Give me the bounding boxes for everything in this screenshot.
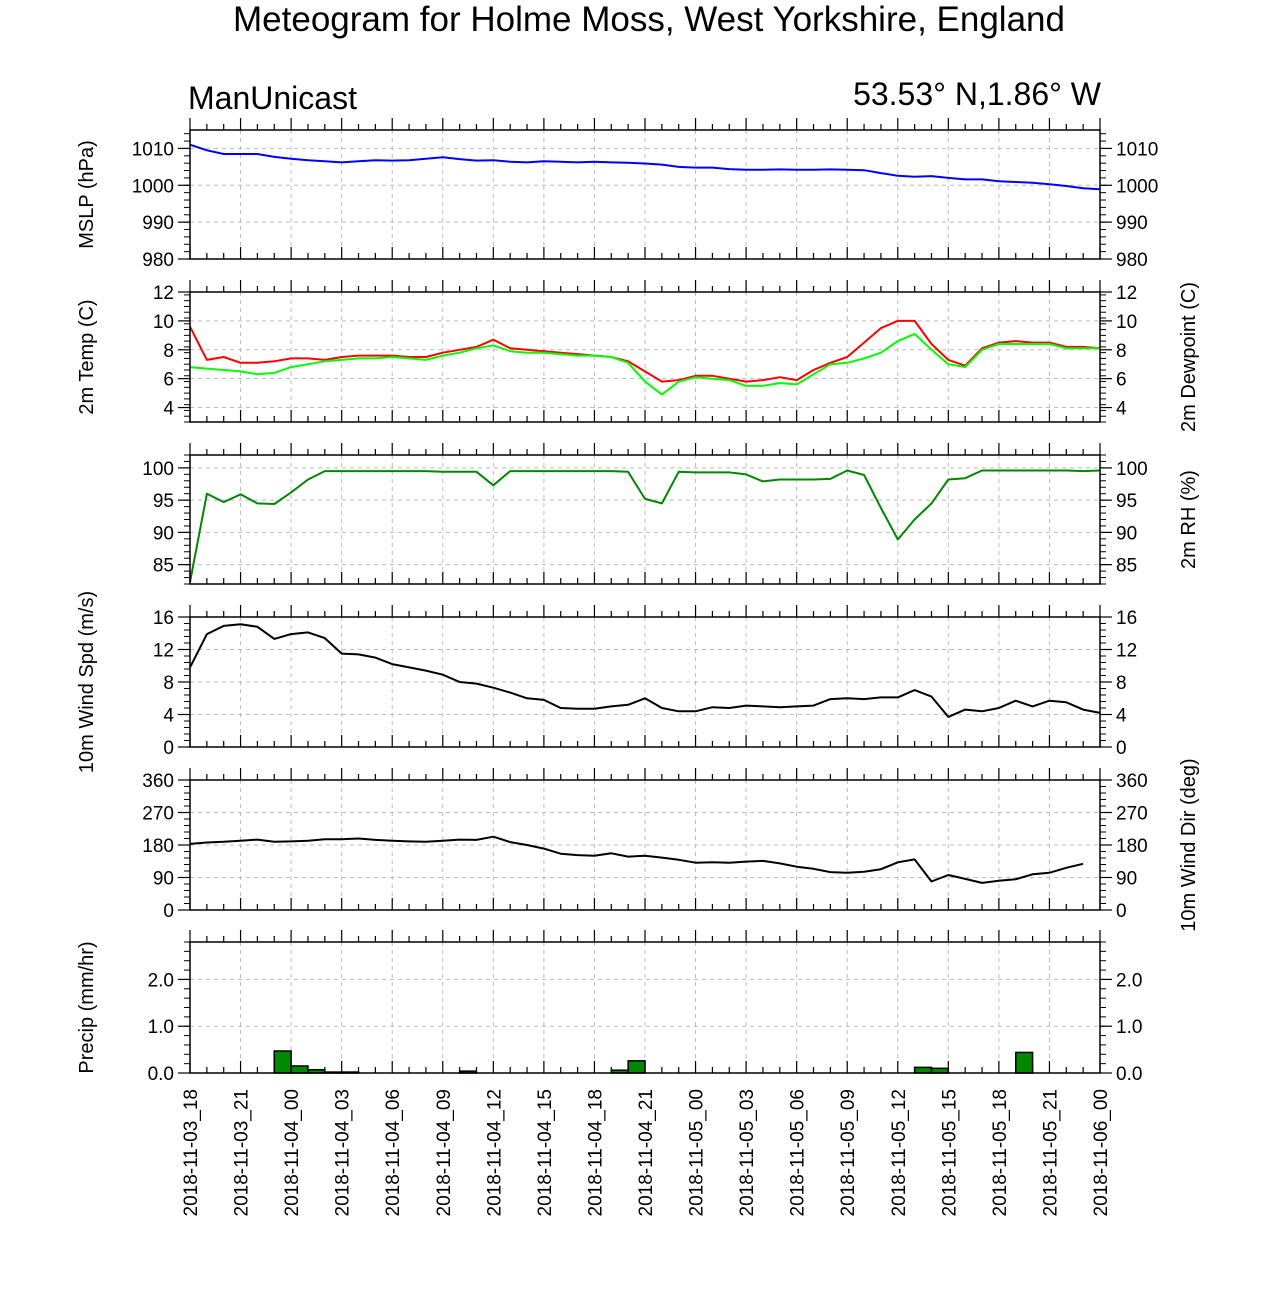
y-tick-label: 1010	[132, 139, 174, 160]
y-tick-label: 8	[1116, 673, 1127, 694]
x-tick-label: 2018-11-04_21	[636, 1089, 657, 1216]
x-tick-label: 2018-11-03_18	[181, 1089, 202, 1216]
y-tick-label: 6	[163, 370, 174, 391]
y-tick-label: 2.0	[1116, 970, 1142, 991]
panel-precip: 0.0 0.0 1.0 1.0 2.0 2.0 Precip (mm/hr)	[76, 930, 1142, 1085]
y-tick-label: 90	[1116, 869, 1137, 890]
y-tick-label: 0.0	[1116, 1064, 1142, 1085]
precip-bar	[290, 1065, 309, 1074]
y-tick-label: 980	[1116, 250, 1148, 271]
y-tick-label: 0	[163, 738, 174, 759]
x-tick-label: 2018-11-04_09	[434, 1089, 455, 1216]
y-tick-label: 4	[163, 399, 174, 420]
y-tick-label: 16	[153, 608, 174, 629]
series-line-dewpoint	[189, 332, 1100, 396]
y-tick-label: 2.0	[148, 970, 174, 991]
y-tick-label: 8	[1116, 341, 1127, 362]
series-line-temp	[189, 319, 1101, 383]
y-axis-title-left: Precip (mm/hr)	[76, 941, 98, 1073]
x-tick-label: 2018-11-05_03	[737, 1089, 758, 1216]
series-line-wind	[189, 835, 1084, 884]
y-tick-label: 0	[1116, 901, 1127, 922]
x-tick-label: 2018-11-05_06	[788, 1089, 809, 1216]
x-tick-label: 2018-11-04_06	[383, 1089, 404, 1216]
x-tick-label: 2018-11-03_21	[232, 1089, 253, 1216]
y-tick-label: 1.0	[148, 1017, 174, 1038]
x-tick-label: 2018-11-04_03	[333, 1089, 354, 1216]
y-tick-label: 180	[1116, 836, 1148, 857]
y-tick-label: 6	[1116, 370, 1127, 391]
x-tick-label: 2018-11-05_21	[1040, 1089, 1061, 1216]
x-tick-label: 2018-11-05_09	[838, 1089, 859, 1216]
location-label: 53.53° N,1.86° W	[853, 76, 1101, 112]
y-tick-label: 0	[163, 901, 174, 922]
y-tick-label: 90	[153, 869, 174, 890]
precip-bar	[273, 1050, 292, 1074]
y-tick-label: 1000	[132, 176, 174, 197]
source-label: ManUnicast	[188, 80, 357, 116]
y-tick-label: 85	[1116, 556, 1137, 577]
y-tick-label: 12	[153, 641, 174, 662]
y-tick-label: 12	[1116, 283, 1137, 304]
x-tick-label: 2018-11-05_00	[687, 1089, 708, 1216]
x-tick-label: 2018-11-04_18	[585, 1089, 606, 1216]
precip-bar	[1014, 1051, 1034, 1074]
x-tick-label: 2018-11-04_15	[535, 1089, 556, 1216]
y-tick-label: 10	[153, 312, 174, 333]
x-tick-label: 2018-11-06_00	[1091, 1089, 1112, 1216]
series-line-wind	[189, 623, 1101, 718]
y-axis-title-left: MSLP (hPa)	[76, 140, 98, 249]
y-axis-title-left: 2m Temp (C)	[76, 299, 98, 414]
y-tick-label: 270	[1116, 804, 1148, 825]
y-tick-label: 95	[153, 491, 174, 512]
y-tick-label: 360	[142, 771, 174, 792]
panel-mslp: 980 980 990 990 1000 1000 1010 1010 MSLP (hPa)	[76, 118, 1158, 271]
y-tick-label: 100	[142, 459, 174, 480]
y-tick-label: 1010	[1116, 139, 1158, 160]
y-axis-title-right: 2m Dewpoint (C)	[1178, 282, 1200, 432]
y-tick-label: 85	[153, 556, 174, 577]
x-tick-label: 2018-11-04_00	[282, 1089, 303, 1216]
panel-wind_speed: 0 0 4 4 8 8 12 12 16 16 10m Wind Spd (m/s)	[76, 591, 1137, 773]
y-axis-title-left: 10m Wind Spd (m/s)	[76, 591, 98, 773]
y-tick-label: 90	[153, 523, 174, 544]
x-tick-label: 2018-11-04_12	[484, 1089, 505, 1216]
y-tick-label: 10	[1116, 312, 1137, 333]
y-tick-label: 12	[1116, 641, 1137, 662]
y-tick-label: 95	[1116, 491, 1137, 512]
x-tick-label: 2018-11-05_15	[939, 1089, 960, 1216]
series-line-rh	[189, 469, 1101, 583]
y-tick-label: 8	[163, 341, 174, 362]
panel-rh: 85 85 90 90 95 95 100 100 2m RH (%)	[142, 443, 1200, 585]
y-tick-label: 8	[163, 673, 174, 694]
y-tick-label: 990	[142, 213, 174, 234]
series-line-mslp	[189, 143, 1101, 191]
y-tick-label: 4	[163, 706, 174, 727]
y-tick-label: 360	[1116, 771, 1148, 792]
panel-wind_dir: 0 0 90 90 180 180 270 270 360 360 10m Wind Dir (de…	[142, 758, 1200, 931]
y-tick-label: 4	[1116, 706, 1127, 727]
y-tick-label: 4	[1116, 399, 1127, 420]
y-axis-title-right: 2m RH (%)	[1178, 470, 1200, 569]
y-tick-label: 180	[142, 836, 174, 857]
x-tick-label: 2018-11-05_18	[990, 1089, 1011, 1216]
y-tick-label: 1000	[1116, 176, 1158, 197]
y-tick-label: 990	[1116, 213, 1148, 234]
y-tick-label: 90	[1116, 523, 1137, 544]
chart-title: Meteogram for Holme Moss, West Yorkshire…	[233, 0, 1065, 39]
y-tick-label: 12	[153, 283, 174, 304]
precip-bar	[627, 1060, 646, 1074]
y-tick-label: 270	[142, 804, 174, 825]
y-tick-label: 100	[1116, 459, 1148, 480]
y-tick-label: 0.0	[148, 1064, 174, 1085]
precip-bar	[913, 1066, 933, 1074]
panel-temp: 4 4 6 6 8 8 10 10 12 12 2m Temp (C) 2m Dewpoint (C)	[76, 280, 1200, 432]
y-tick-label: 16	[1116, 608, 1137, 629]
y-tick-label: 1.0	[1116, 1017, 1142, 1038]
y-tick-label: 0	[1116, 738, 1127, 759]
y-axis-title-right: 10m Wind Dir (deg)	[1178, 758, 1200, 931]
y-tick-label: 980	[142, 250, 174, 271]
x-tick-label: 2018-11-05_12	[889, 1089, 910, 1216]
